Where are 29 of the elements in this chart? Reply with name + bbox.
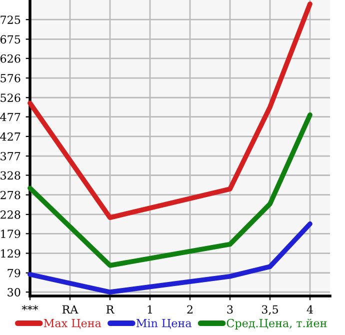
line-series [28, 221, 312, 295]
x-tick-label: R [106, 305, 114, 314]
y-tick-label: 129 [1, 249, 20, 258]
y-tick-label: 377 [0, 152, 20, 160]
y-tick-label: 526 [0, 94, 20, 102]
y-tick-label: 725 [0, 16, 20, 24]
y-tick-label: 626 [0, 54, 20, 63]
x-tick-label: 4 [306, 305, 313, 314]
x-tick-label: RA [62, 305, 78, 314]
x-tick-label: 3 [227, 305, 233, 314]
y-tick-label: 328 [0, 171, 20, 180]
y-tick-label: 576 [0, 74, 20, 82]
x-tick-label: *** [22, 305, 38, 310]
y-tick-label: 228 [0, 210, 20, 219]
y-tick-label: 477 [0, 112, 20, 122]
y-tick-label: 278 [0, 190, 20, 200]
y-tick-label: 79 [8, 268, 20, 278]
legend-label: Min Цена [136, 318, 192, 329]
x-tick-label: 1 [148, 305, 152, 314]
y-tick-label: 30 [8, 288, 20, 296]
y-tick-label: 179 [1, 230, 20, 238]
y-tick-label: 675 [0, 35, 20, 44]
legend-label: Сред.Цена, т.йен [226, 318, 327, 330]
x-tick-label: 3,5 [262, 305, 278, 315]
line-series [28, 1, 312, 220]
line-series [28, 112, 312, 268]
y-tick-label: 427 [0, 132, 20, 141]
legend-label: Max Цена [44, 319, 102, 329]
x-tick-label: 2 [187, 305, 192, 314]
